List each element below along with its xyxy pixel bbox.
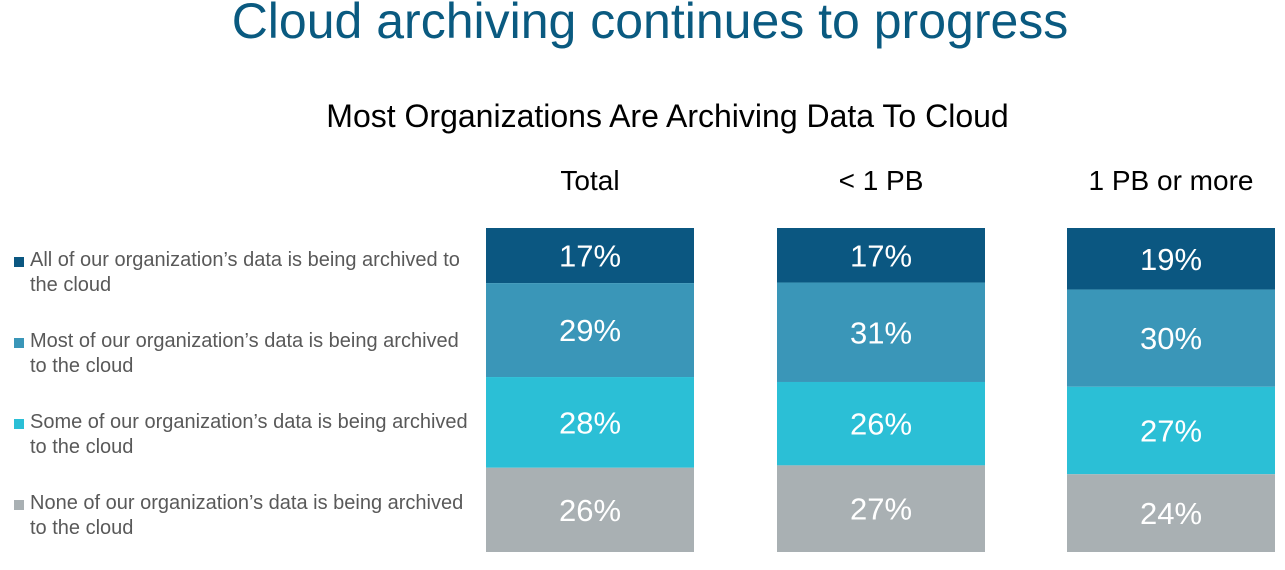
page-title: Cloud archiving continues to progress <box>231 0 1069 49</box>
bar-segment-none <box>486 467 694 552</box>
legend-item-none: None of our organization’s data is being… <box>14 491 474 541</box>
bar-segment-none <box>1067 474 1275 552</box>
data-label: 30% <box>1140 321 1202 356</box>
bar-segment-some <box>486 377 694 468</box>
data-label: 31% <box>850 315 912 350</box>
data-label: 27% <box>1140 414 1202 449</box>
data-label: 27% <box>850 492 912 527</box>
legend-label-most: Most of our organization’s data is being… <box>30 330 459 377</box>
category-label: 1 PB or more <box>1089 165 1254 196</box>
data-label: 17% <box>850 238 912 273</box>
bar-segment-all <box>1067 228 1275 290</box>
data-label: 29% <box>559 313 621 348</box>
bar-segment-none <box>777 465 985 552</box>
legend-swatch-all <box>14 257 24 267</box>
category-label: Total <box>560 165 619 196</box>
data-label: 26% <box>559 493 621 528</box>
bar-segment-some <box>777 381 985 466</box>
legend-item-all: All of our organization’s data is being … <box>14 248 474 298</box>
bar-segment-most <box>486 283 694 378</box>
bar-segment-some <box>1067 386 1275 475</box>
legend-label-none: None of our organization’s data is being… <box>30 492 464 539</box>
legend-swatch-none <box>14 500 24 510</box>
data-label: 24% <box>1140 496 1202 531</box>
legend-item-some: Some of our organization’s data is being… <box>14 410 474 460</box>
bar-segment-all <box>777 228 985 283</box>
bar-segment-most <box>1067 289 1275 387</box>
legend-item-most: Most of our organization’s data is being… <box>14 329 474 379</box>
data-label: 17% <box>559 239 621 274</box>
data-label: 26% <box>850 407 912 442</box>
data-label: 19% <box>1140 242 1202 277</box>
legend-label-some: Some of our organization’s data is being… <box>30 411 468 458</box>
legend-swatch-most <box>14 338 24 348</box>
legend-label-all: All of our organization’s data is being … <box>30 249 460 296</box>
legend-swatch-some <box>14 419 24 429</box>
category-label: < 1 PB <box>839 165 924 196</box>
data-label: 28% <box>559 405 621 440</box>
bar-segment-all <box>486 228 694 284</box>
chart-title: Most Organizations Are Archiving Data To… <box>326 98 1009 134</box>
bar-segment-most <box>777 282 985 382</box>
